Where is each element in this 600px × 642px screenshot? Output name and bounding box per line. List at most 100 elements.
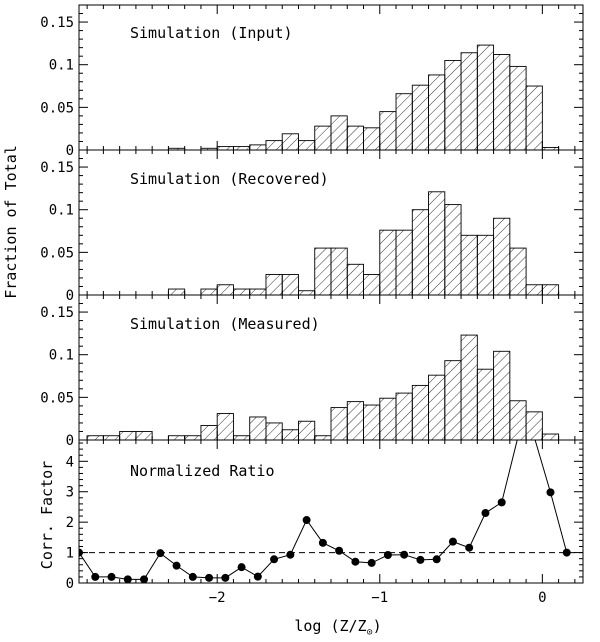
histogram-bar — [379, 397, 397, 441]
ratio-plot-area — [79, 440, 583, 583]
histogram-bar — [314, 125, 332, 151]
histogram-bar — [444, 59, 462, 151]
y-tick-label-2: 0 — [66, 433, 74, 449]
histogram-bar — [167, 435, 186, 441]
y-tick-label-3: 0 — [66, 576, 74, 592]
panel-recovered: Simulation (Recovered) 0 0.05 0.1 0.15 — [40, 149, 584, 304]
histogram-bar — [216, 413, 234, 441]
histogram-bar — [541, 433, 560, 441]
y-tick-label-0: 0.15 — [40, 15, 74, 31]
ratio-point — [140, 575, 149, 583]
y-tick-label-0: 0 — [66, 143, 74, 159]
x-tick-label: 0 — [538, 590, 546, 606]
x-axis-label-main: log (Z/Z — [294, 617, 366, 635]
histogram-bar — [509, 247, 527, 296]
x-axis-label: log (Z/Z⊙) — [294, 617, 381, 638]
histogram-bar — [428, 374, 446, 441]
histogram-bar — [493, 350, 511, 441]
ratio-point — [432, 555, 441, 564]
histogram-bar — [346, 401, 364, 441]
histogram-bar — [265, 422, 283, 441]
histogram-bar — [444, 360, 462, 441]
ratio-point — [448, 537, 457, 546]
ratio-point — [91, 572, 100, 581]
ratio-point — [172, 561, 181, 570]
histogram-bar — [298, 420, 316, 441]
histogram-bar — [330, 407, 348, 441]
histogram-bar — [135, 431, 153, 441]
histogram-bar — [509, 65, 527, 151]
histogram-bar — [184, 435, 202, 441]
ratio-point — [416, 555, 425, 564]
ratio-point — [546, 488, 555, 497]
ratio-point — [123, 575, 132, 583]
histogram-bar — [86, 435, 104, 441]
y-tick-label-3: 4 — [66, 454, 74, 470]
histogram-bar — [346, 263, 364, 296]
y-tick-label-2: 0.1 — [49, 348, 74, 364]
x-tick-label: −2 — [209, 590, 226, 606]
histogram-bar — [395, 392, 413, 441]
ratio-point — [465, 543, 474, 552]
histogram-bar — [265, 274, 283, 296]
x-axis-label-subscript: ⊙ — [367, 627, 373, 638]
histogram-bar — [346, 125, 364, 151]
y-tick-label-2: 0.15 — [40, 305, 74, 321]
histogram-bar — [428, 74, 446, 151]
histogram-bar — [216, 284, 234, 296]
histogram-bar — [411, 209, 429, 296]
histogram-bar — [233, 435, 251, 441]
x-tick-label: −1 — [371, 590, 388, 606]
histogram-bar — [200, 425, 218, 441]
ratio-point — [383, 551, 392, 560]
histogram-bar — [281, 133, 299, 151]
panel-recovered-title: Simulation (Recovered) — [130, 170, 329, 188]
y-tick-label-1: 0.15 — [40, 160, 74, 176]
histogram-bar — [363, 404, 381, 441]
histogram-bar — [525, 411, 543, 441]
histogram-bar — [363, 274, 381, 296]
ratio-point — [351, 557, 360, 566]
ratio-point — [335, 546, 344, 555]
ratio-point — [400, 550, 409, 559]
histogram-bar — [200, 288, 218, 296]
ratio-point — [237, 563, 246, 572]
ratio-point — [205, 573, 214, 582]
y-tick-label-2: 0.05 — [40, 390, 74, 406]
histogram-bar — [102, 435, 121, 441]
ratio-point — [270, 555, 279, 564]
histogram-bar — [509, 400, 527, 441]
histogram-bar — [476, 44, 495, 151]
histogram-bar — [265, 140, 283, 151]
panel-measured-title: Simulation (Measured) — [130, 315, 320, 333]
histogram-bar — [493, 217, 511, 296]
panel-ratio: Normalized Ratio −2 −1 0 0 1 2 3 4 — [66, 439, 584, 606]
histogram-bar — [428, 191, 446, 296]
ratio-point — [221, 573, 230, 582]
histogram-bar — [233, 288, 251, 296]
histogram-bar — [460, 334, 478, 441]
ratio-point — [497, 498, 506, 507]
histogram-bar — [525, 85, 543, 151]
panel-measured: Simulation (Measured) 0 0.05 0.1 0.15 — [40, 294, 584, 449]
histogram-bar — [314, 435, 332, 441]
ratio-point — [107, 572, 116, 581]
histogram-bar — [330, 115, 348, 151]
histogram-bar — [460, 234, 478, 296]
x-axis-label-close: ) — [373, 617, 382, 635]
ratio-y-axis-label: Corr. Factor — [38, 461, 56, 569]
histogram-bar — [379, 229, 397, 296]
ratio-point — [253, 572, 262, 581]
ratio-series-line — [79, 440, 568, 580]
ratio-point — [156, 549, 165, 558]
histogram-bar — [411, 384, 429, 441]
histogram-bar — [216, 146, 234, 151]
y-tick-label-3: 3 — [66, 485, 74, 501]
histogram-bar — [298, 140, 316, 151]
histogram-bar — [476, 368, 495, 441]
y-tick-label-3: 1 — [66, 546, 74, 562]
histogram-bar — [541, 284, 560, 296]
histogram-bar — [167, 288, 186, 296]
histogram-bar — [493, 54, 511, 151]
